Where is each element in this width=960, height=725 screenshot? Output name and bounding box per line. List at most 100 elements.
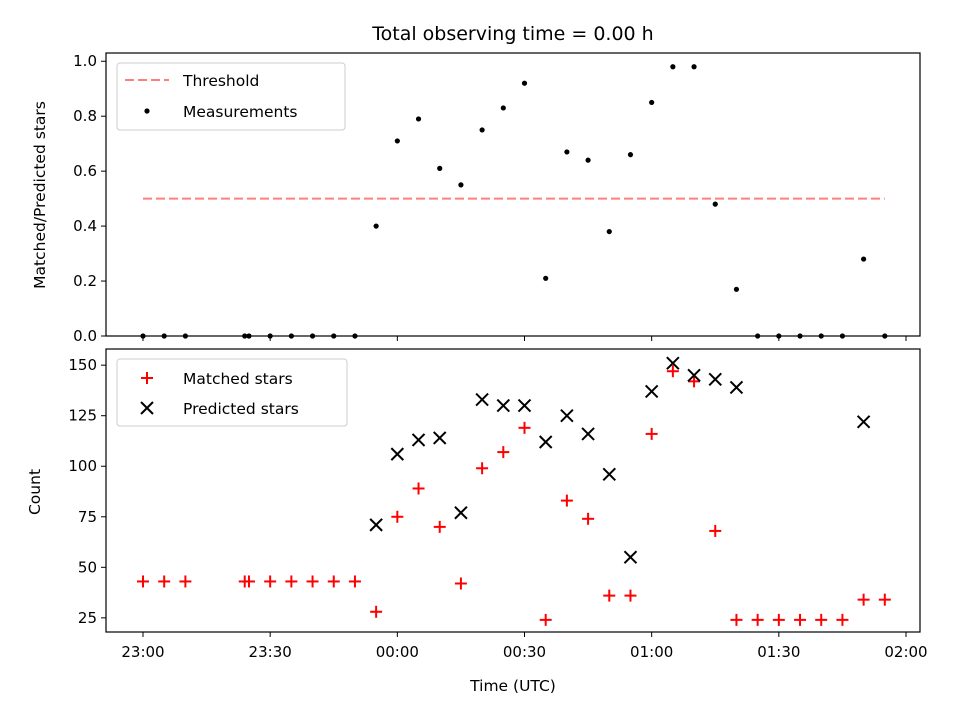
measurement-point [564, 149, 570, 155]
predicted-star-point [729, 380, 744, 395]
x-tick-label: 01:30 [757, 643, 800, 661]
matched-star-point [158, 575, 171, 588]
matched-star-point [836, 613, 849, 626]
bottom-plot-frame [105, 348, 921, 633]
measurement-point [242, 333, 248, 339]
chart-title: Total observing time = 0.00 h [371, 23, 653, 45]
matched-star-point [645, 427, 658, 440]
matched-star-point [285, 575, 298, 588]
top-y-axis-label: Matched/Predicted stars [31, 101, 49, 289]
matched-star-point [772, 613, 785, 626]
bottom-y-tick-label: 50 [78, 558, 97, 576]
measurement-point [733, 286, 740, 292]
predicted-star-point [644, 384, 659, 399]
bottom-legend-box [116, 358, 348, 427]
matched-star-point [391, 510, 404, 523]
legend-matched-swatch [141, 372, 153, 384]
predicted-star-point [433, 431, 447, 445]
measurement-point [373, 223, 379, 229]
matched-star-point [794, 613, 807, 626]
measurement-point [691, 64, 697, 70]
legend-measurements-swatch [144, 108, 150, 114]
matched-star-point [497, 446, 510, 459]
measurement-point [606, 228, 612, 235]
predicted-star-point [856, 415, 871, 429]
legend-predicted-swatch [140, 401, 154, 415]
x-tick-label: 01:00 [630, 643, 673, 661]
measurement-point [543, 275, 549, 281]
x-tick-label: 23:00 [121, 643, 164, 661]
top-y-tick-label: 0.2 [73, 272, 97, 290]
bottom-y-tick-label: 25 [78, 609, 97, 627]
matched-star-point [179, 575, 192, 588]
legend-threshold-label: Threshold [182, 72, 259, 90]
bottom-y-ticks: 25 50 75 100 125 150 [68, 356, 106, 627]
matched-star-point [433, 520, 446, 533]
top-plot-frame [105, 52, 921, 337]
bottom-legend: Matched stars Predicted stars [116, 358, 348, 427]
matched-star-point [857, 593, 870, 606]
matched-star-point [327, 575, 340, 588]
matched-star-point [137, 575, 149, 588]
predicted-star-point [666, 356, 680, 370]
top-legend-box [116, 62, 346, 131]
measurement-point [437, 165, 443, 171]
measurement-point [352, 333, 358, 339]
measurement-point [755, 333, 761, 339]
measurement-point [797, 333, 803, 339]
measurement-point [267, 333, 273, 339]
top-y-tick-label: 0.8 [73, 107, 97, 125]
measurement-point [458, 182, 464, 188]
predicted-star-point [687, 368, 701, 382]
matched-star-point [306, 575, 319, 588]
matched-star-point [709, 524, 722, 537]
predicted-star-point [560, 409, 574, 423]
predicted-star-point [475, 392, 489, 407]
top-y-tick-label: 1.0 [73, 52, 97, 70]
measurement-point [140, 333, 146, 339]
top-y-tick-label: 0.6 [73, 162, 97, 180]
measurement-point [288, 333, 294, 339]
measurement-point [182, 333, 188, 339]
bottom-y-axis-label: Count [26, 469, 44, 515]
measurement-point [627, 152, 634, 158]
measurement-point [882, 333, 888, 339]
matched-star-point [560, 494, 573, 507]
matched-star-point [518, 421, 531, 434]
measurement-point [861, 256, 867, 262]
predicted-star-point [538, 435, 553, 449]
x-axis-label: Time (UTC) [469, 677, 556, 695]
measurement-point [712, 201, 718, 207]
matched-star-point [666, 365, 679, 378]
measurement-point [839, 333, 846, 339]
top-panel: 0.0 0.2 0.4 0.6 0.8 1.0 Matched/Predicted sta… [31, 52, 921, 345]
measurement-point [670, 64, 676, 70]
measurement-point [521, 80, 528, 86]
matched-star-point [348, 575, 361, 588]
matched-star-point [454, 577, 467, 590]
matched-star-point [539, 613, 552, 626]
legend-matched-label: Matched stars [183, 370, 293, 388]
bottom-y-tick-label: 75 [78, 508, 97, 526]
predicted-star-point [454, 506, 468, 520]
measurement-point [415, 116, 422, 122]
measurement-point [479, 127, 485, 133]
top-y-tick-label: 0.0 [73, 327, 97, 345]
bottom-panel: 25 50 75 100 125 150 23:00 23:30 00:00 00:30 01:0… [26, 348, 928, 695]
matched-star-point [412, 482, 425, 495]
predicted-star-point [390, 447, 405, 461]
measurement-point [331, 333, 337, 339]
matched-star-point [878, 593, 891, 606]
legend-predicted-label: Predicted stars [183, 400, 299, 418]
matched-star-point [582, 512, 595, 525]
matched-star-point [751, 613, 764, 626]
measurement-point [585, 157, 591, 163]
measurement-point [500, 105, 506, 111]
top-y-tick-label: 0.4 [73, 217, 97, 235]
legend-measurements-label: Measurements [183, 103, 298, 121]
bottom-x-ticks: 23:00 23:30 00:00 00:30 01:00 01:30 02:00 [121, 632, 928, 661]
matched-star-point [370, 605, 383, 618]
predicted-star-point [602, 467, 616, 482]
predicted-star-point [708, 372, 722, 387]
